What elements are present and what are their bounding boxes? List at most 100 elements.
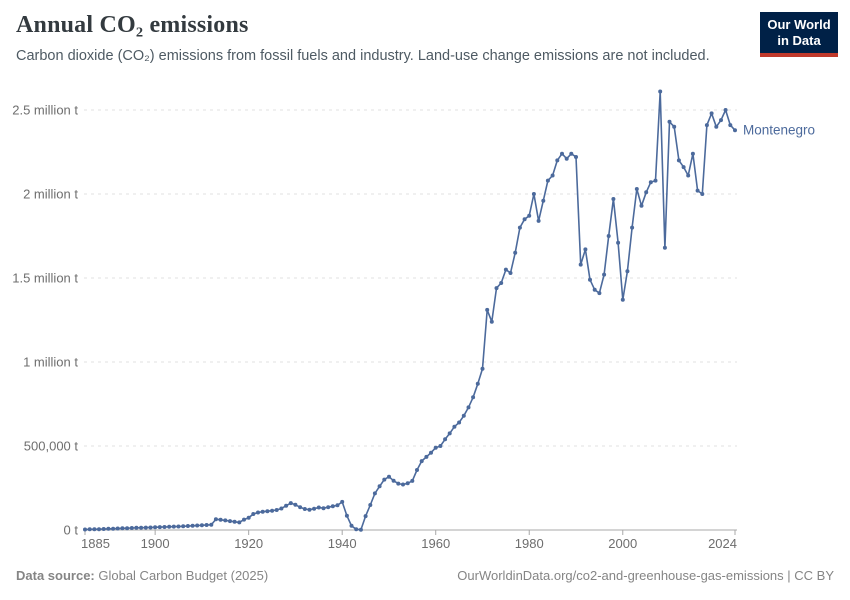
data-point-marker (242, 517, 246, 522)
data-point-marker (527, 213, 532, 218)
data-point-marker (181, 524, 186, 529)
data-point-marker (630, 225, 635, 230)
y-tick-label: 2.5 million t (12, 103, 78, 118)
data-point-marker (270, 508, 275, 513)
data-point-marker (340, 499, 345, 504)
data-point-marker (461, 413, 466, 418)
y-tick-label: 500,000 t (24, 439, 79, 454)
data-point-marker (358, 527, 363, 532)
data-source-value: Global Carbon Budget (2025) (94, 568, 269, 583)
data-point-marker (433, 445, 438, 450)
data-point-marker (185, 524, 190, 528)
data-point-marker (550, 173, 555, 178)
data-point-marker (564, 156, 569, 161)
data-point-marker (452, 424, 457, 429)
data-point-marker (106, 526, 111, 531)
data-point-marker (574, 155, 578, 159)
data-point-marker (251, 512, 256, 516)
data-source-label: Data source: (16, 568, 95, 583)
data-point-marker (494, 286, 499, 291)
x-tick-label: 1885 (81, 536, 110, 551)
data-point-marker (513, 250, 518, 255)
chart-header: Annual CO₂ emissions Carbon dioxide (CO₂… (16, 12, 754, 64)
data-point-marker (405, 481, 410, 486)
data-point-marker (690, 151, 695, 156)
series-line-montenegro[interactable] (84, 90, 736, 531)
data-point-marker (719, 118, 723, 123)
data-point-marker (349, 523, 354, 528)
data-point-marker (625, 269, 630, 274)
chart-footer: Data source: Global Carbon Budget (2025)… (16, 568, 834, 583)
data-point-marker (616, 240, 621, 245)
data-point-marker (120, 526, 125, 531)
data-point-marker (326, 505, 331, 510)
x-axis-ticks (84, 530, 736, 535)
data-point-marker (83, 527, 87, 532)
data-point-marker (578, 262, 583, 267)
chart-title: Annual CO₂ emissions (16, 12, 249, 38)
y-tick-label: 0 t (64, 523, 79, 538)
data-point-marker (312, 506, 317, 511)
data-point-marker (401, 482, 405, 487)
data-point-marker (522, 217, 527, 222)
x-tick-label: 1920 (234, 536, 263, 551)
data-point-marker (457, 420, 462, 425)
data-point-marker (396, 481, 401, 486)
data-point-marker (588, 277, 592, 282)
data-point-marker (274, 508, 279, 512)
data-point-marker (190, 523, 195, 528)
data-point-marker (480, 366, 485, 371)
data-point-marker (171, 524, 176, 529)
x-tick-label: 1900 (141, 536, 170, 551)
footer-link[interactable]: OurWorldinData.org/co2-and-greenhouse-ga… (457, 568, 834, 583)
data-point-marker (466, 405, 471, 410)
data-point-marker (447, 431, 452, 436)
entity-label-montenegro[interactable]: Montenegro (743, 123, 815, 138)
data-point-marker (723, 108, 728, 112)
data-point-marker (111, 526, 116, 531)
data-point-marker (391, 478, 396, 483)
data-point-marker (97, 527, 101, 532)
data-point-marker (284, 503, 289, 508)
x-tick-label: 1980 (515, 536, 544, 551)
data-point-marker (536, 218, 541, 223)
data-point-marker (517, 225, 522, 230)
data-point-marker (167, 524, 172, 529)
x-tick-label: 1960 (421, 536, 450, 551)
data-point-marker (228, 519, 232, 524)
data-point-marker (354, 527, 359, 532)
data-point-marker (545, 178, 550, 183)
data-point-marker (686, 173, 691, 178)
data-point-marker (288, 501, 293, 506)
data-point-marker (372, 491, 377, 496)
data-point-marker (363, 514, 368, 519)
y-tick-label: 1.5 million t (12, 271, 78, 286)
owid-logo[interactable]: Our World in Data (760, 12, 838, 57)
data-point-marker (307, 507, 312, 512)
data-point-marker (700, 192, 705, 196)
data-point-marker (125, 526, 130, 531)
data-point-marker (714, 124, 719, 129)
data-point-marker (443, 437, 448, 442)
chart-subtitle: Carbon dioxide (CO₂) emissions from foss… (16, 48, 710, 64)
data-point-marker (499, 281, 504, 285)
data-point-marker (377, 484, 382, 489)
data-point-marker (101, 527, 106, 531)
data-point-marker (232, 519, 237, 524)
data-point-marker (195, 523, 200, 528)
data-point-marker (129, 526, 134, 530)
data-point-marker (438, 444, 443, 448)
data-point-marker (681, 165, 686, 170)
data-point-marker (485, 307, 490, 312)
series-markers (83, 89, 737, 532)
data-point-marker (695, 188, 700, 193)
data-point-marker (199, 523, 204, 528)
data-point-marker (555, 158, 560, 163)
data-point-marker (606, 234, 611, 238)
data-point-marker (115, 526, 120, 531)
data-point-marker (382, 477, 387, 482)
data-point-marker (218, 517, 223, 522)
x-tick-label: 1940 (328, 536, 357, 551)
